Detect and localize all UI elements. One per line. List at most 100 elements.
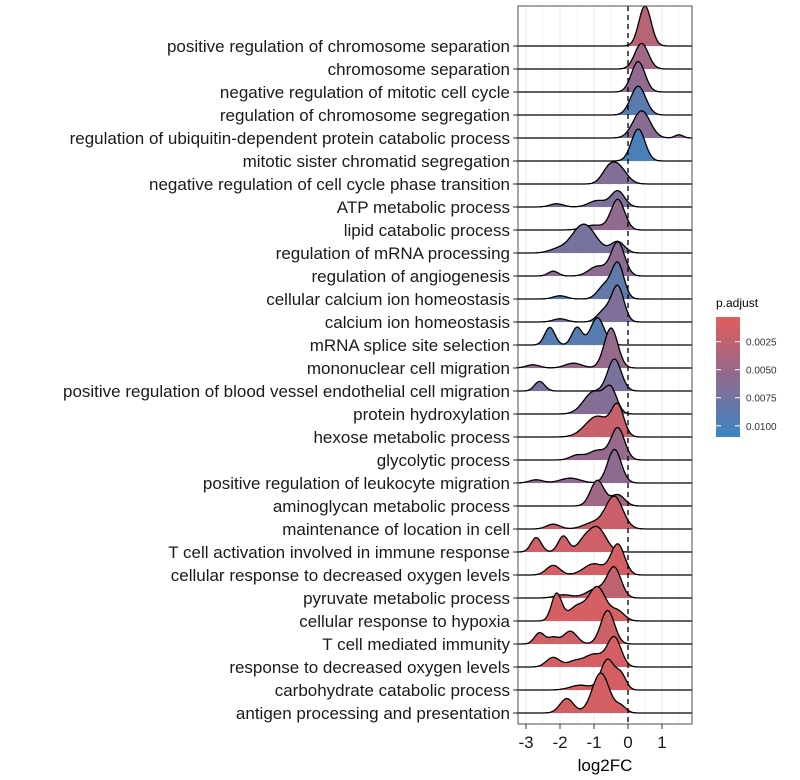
y-axis-label: maintenance of location in cell [282, 520, 510, 539]
y-axis-label: pyruvate metabolic process [303, 589, 510, 608]
ridge-outline [515, 327, 693, 369]
y-axis-label: ATP metabolic process [337, 198, 510, 217]
ridge-fill [515, 190, 693, 207]
ridge-outline [515, 384, 693, 415]
ridge-outline [515, 358, 693, 392]
ridge-outline [515, 128, 693, 162]
y-axis-labels: positive regulation of chromosome separa… [63, 37, 518, 723]
ridge-fill [515, 673, 693, 713]
y-axis-label: carbohydrate catabolic process [275, 681, 510, 700]
y-axis-label: chromosome separation [328, 60, 510, 79]
ridge-fill [515, 610, 693, 644]
ridge-fill [515, 359, 693, 391]
ridge-fill [515, 427, 693, 460]
legend-color-bar [716, 317, 740, 437]
ridge-outline [515, 317, 693, 346]
y-axis-label: T cell mediated immunity [322, 635, 510, 654]
legend-tick-label: 0.0050 [746, 366, 777, 377]
y-axis-label: aminoglycan metabolic process [273, 497, 510, 516]
ridge-outline [515, 609, 693, 645]
ridge-outline [515, 635, 693, 668]
ridge-outline [515, 61, 693, 93]
ridge-outline [515, 495, 693, 530]
x-tick-label: -2 [552, 733, 567, 752]
ridge-outline [515, 161, 693, 185]
ridge-fill [515, 566, 693, 598]
ridge-outline [515, 658, 693, 691]
ridge-outline [515, 198, 693, 231]
ridge-outline [515, 402, 693, 438]
y-axis-label: cellular response to hypoxia [299, 612, 510, 631]
ridge-fill [515, 86, 693, 115]
x-tick-label: 0 [623, 733, 632, 752]
ridge-fill [515, 6, 693, 46]
y-axis-label: response to decreased oxygen levels [229, 658, 510, 677]
ridge-outline [515, 585, 693, 622]
ridge-outline [515, 5, 693, 47]
y-axis-label: negative regulation of cell cycle phase … [149, 175, 510, 194]
y-axis-label: calcium ion homeostasis [325, 313, 510, 332]
ridge-fill [515, 110, 693, 138]
ridge-outline [515, 110, 693, 139]
ridge-fill [515, 403, 693, 437]
ridge-fill [515, 328, 693, 368]
ridge-fill [515, 285, 693, 322]
ridge-outline [515, 525, 693, 553]
legend-tick-label: 0.0025 [746, 338, 777, 349]
y-axis-label: T cell activation involved in immune res… [168, 543, 510, 562]
ridges [515, 5, 693, 714]
ridge-fill [515, 636, 693, 667]
ridge-fill [515, 385, 693, 414]
ridge-fill [515, 586, 693, 621]
ridge-fill [515, 496, 693, 529]
y-axis-label: regulation of mRNA processing [276, 244, 510, 263]
y-axis-label: mitotic sister chromatid segregation [243, 152, 510, 171]
legend-tick-label: 0.0075 [746, 394, 777, 405]
y-axis-label: regulation of ubiquitin-dependent protei… [70, 129, 510, 148]
ridge-fill [515, 659, 693, 690]
y-axis-label: antigen processing and presentation [236, 704, 510, 723]
ridge-outline [515, 479, 693, 507]
legend-ticks: 0.0025 0.0050 0.0075 0.0100 [716, 338, 777, 433]
ridge-fill [515, 543, 693, 575]
ridge-outline [515, 189, 693, 208]
y-axis-label: mononuclear cell migration [307, 359, 510, 378]
ridge-fill [515, 199, 693, 230]
ridge-outline [515, 42, 693, 70]
y-axis-label: regulation of chromosome segregation [220, 106, 510, 125]
ridge-fill [515, 61, 693, 92]
ridge-outline [515, 85, 693, 116]
y-axis-label: positive regulation of blood vessel endo… [63, 382, 510, 401]
ridge-fill [515, 129, 693, 161]
color-legend: p.adjust 0.0025 0.0050 0.0075 0.0100 [716, 296, 777, 437]
ridge-outline [515, 672, 693, 714]
x-tick-label: -3 [518, 733, 533, 752]
ridge-fill [515, 261, 693, 299]
x-tick-label: -1 [586, 733, 601, 752]
ridge-outline [515, 448, 693, 484]
y-axis-label: hexose metabolic process [313, 428, 510, 447]
ridge-outline [515, 223, 693, 254]
y-axis-label: protein hydroxylation [353, 405, 510, 424]
y-axis-label: regulation of angiogenesis [312, 267, 510, 286]
ridge-fill [515, 449, 693, 483]
ridge-fill [515, 161, 693, 184]
ridge-outline [515, 241, 693, 277]
legend-tick-label: 0.0100 [746, 422, 777, 433]
ridge-fill [515, 241, 693, 276]
x-axis-title: log2FC [578, 756, 633, 775]
ridge-fill [515, 480, 693, 506]
ridge-outline [515, 566, 693, 599]
y-axis-label: lipid catabolic process [344, 221, 510, 240]
ridge-fill [515, 224, 693, 253]
ridge-outline [515, 543, 693, 576]
y-axis-label: cellular calcium ion homeostasis [266, 290, 510, 309]
legend-title: p.adjust [716, 296, 759, 310]
ridge-fill [515, 317, 693, 345]
y-axis-label: cellular response to decreased oxygen le… [171, 566, 510, 585]
y-axis-label: mRNA splice site selection [310, 336, 510, 355]
x-tick-label: 1 [657, 733, 666, 752]
y-axis-label: negative regulation of mitotic cell cycl… [220, 83, 510, 102]
x-axis-ticks: -3 -2 -1 0 1 [518, 724, 667, 752]
ridge-fill [515, 526, 693, 552]
